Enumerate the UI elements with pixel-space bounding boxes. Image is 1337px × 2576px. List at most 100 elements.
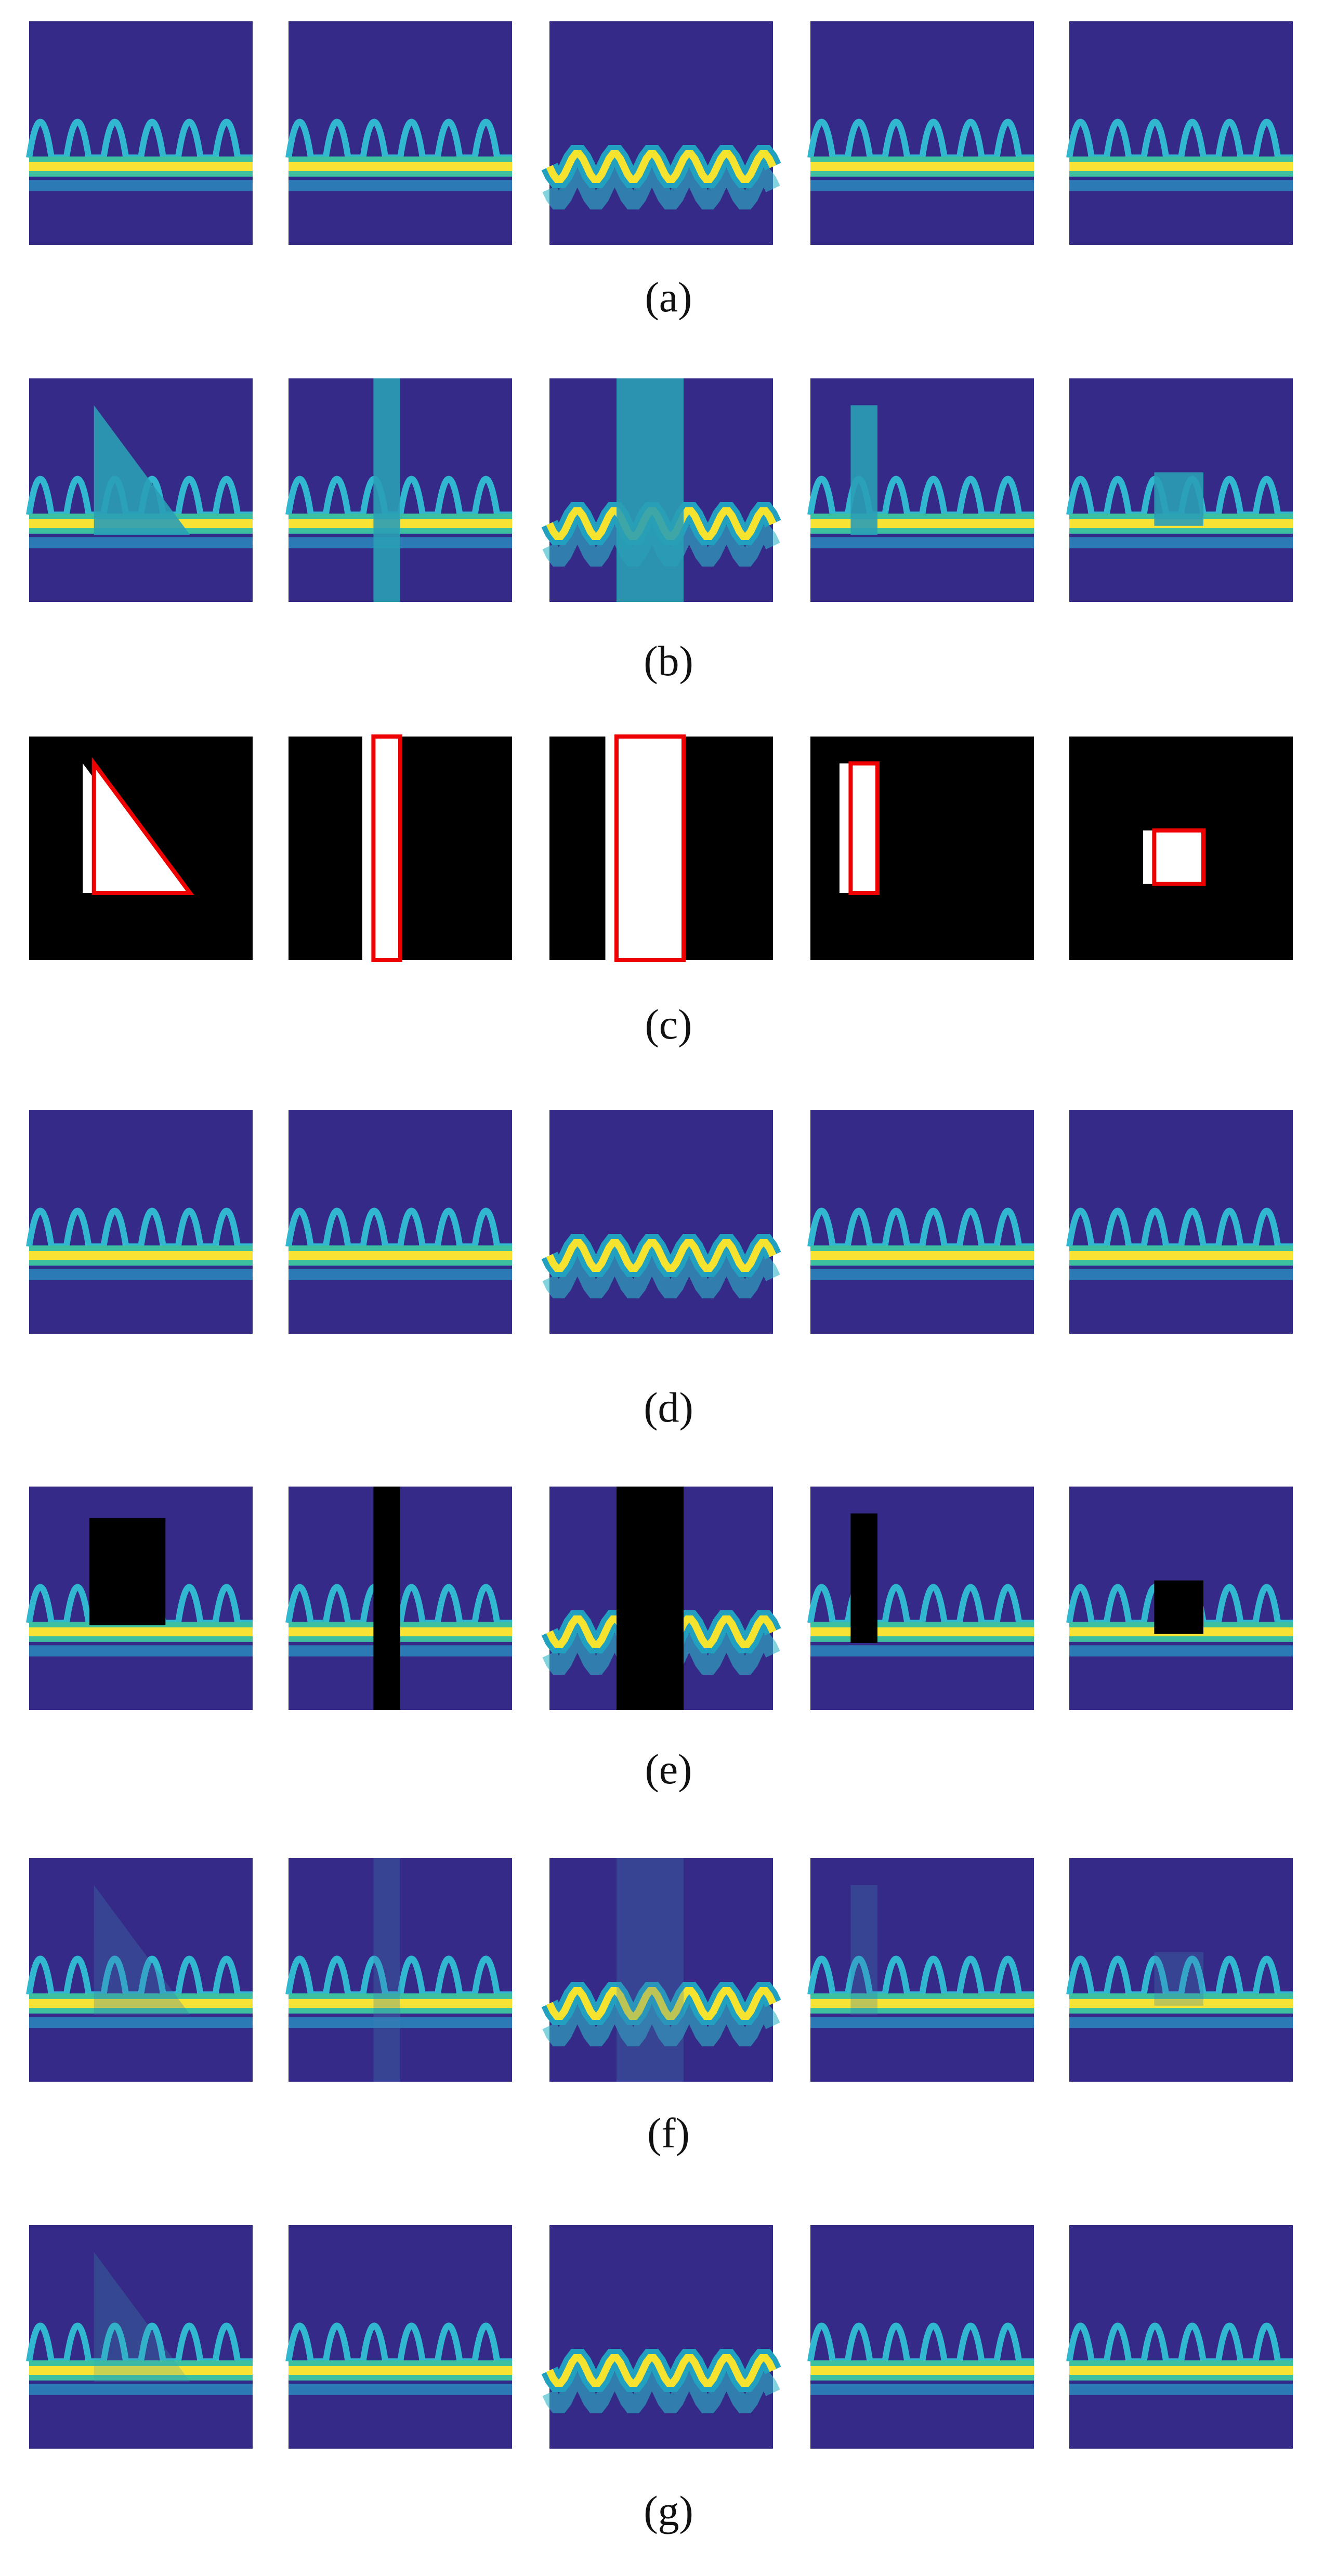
panel — [26, 21, 253, 245]
panel — [26, 1858, 253, 2082]
lower-band — [810, 1645, 1034, 1657]
panel — [285, 21, 512, 245]
band-core — [810, 1999, 1034, 2008]
residual — [94, 2252, 190, 2382]
detection-outline — [371, 734, 402, 962]
spectrogram-bg — [810, 1858, 1034, 2082]
harmonic — [542, 2372, 780, 2414]
spectrogram-bg — [289, 1110, 512, 1334]
panel — [1066, 1487, 1293, 1710]
band-core — [810, 519, 1034, 529]
residual — [94, 1885, 190, 2015]
panel — [1066, 1858, 1293, 2082]
panel — [1069, 737, 1293, 960]
panel — [810, 737, 1034, 960]
interference — [1154, 472, 1203, 526]
fundamental-core — [546, 150, 777, 183]
interference — [94, 405, 190, 535]
panel — [807, 21, 1034, 245]
band-core — [810, 162, 1034, 172]
panel — [1066, 378, 1293, 602]
band-core — [289, 1999, 512, 2008]
spectrogram-bg — [810, 21, 1034, 245]
subfigure-label: (a) — [645, 273, 692, 321]
fundamental-core — [546, 1987, 777, 2020]
panel — [549, 734, 773, 962]
lower-band — [29, 1269, 253, 1280]
lower-band — [29, 537, 253, 548]
spectrogram-bg — [549, 2225, 773, 2449]
lower-band — [289, 180, 512, 191]
band-core — [810, 1251, 1034, 1260]
panel — [26, 1487, 253, 1710]
spectrogram-bg — [810, 1110, 1034, 1334]
lower-band — [810, 2384, 1034, 2395]
spectrogram-bg — [29, 2225, 253, 2449]
band-core — [289, 1251, 512, 1260]
band-core — [29, 162, 253, 172]
lower-band — [1069, 180, 1293, 191]
lower-band — [1069, 2384, 1293, 2395]
panel — [285, 2225, 512, 2449]
spectrogram-bg — [289, 21, 512, 245]
interference — [850, 405, 877, 535]
residual — [373, 1858, 400, 2082]
detection-outline — [614, 734, 686, 962]
removed-region — [617, 1487, 684, 1710]
interference — [617, 378, 684, 602]
band-core — [810, 1627, 1034, 1637]
lower-band — [29, 2017, 253, 2028]
panel — [29, 737, 253, 960]
panel — [285, 1110, 512, 1334]
panel — [541, 1858, 781, 2082]
panel — [285, 1858, 512, 2082]
removed-region — [850, 1513, 877, 1643]
spectrogram-bg — [549, 1858, 773, 2082]
fundamental-core — [546, 1239, 777, 1272]
harmonic — [542, 2005, 780, 2047]
spectrogram-bg — [810, 1487, 1034, 1710]
panel — [541, 378, 781, 602]
lower-band — [29, 180, 253, 191]
lower-band — [289, 1269, 512, 1280]
residual — [617, 1858, 684, 2082]
panel — [807, 378, 1034, 602]
residual — [850, 1885, 877, 2015]
spectrogram-bg — [289, 1858, 512, 2082]
panel — [1066, 2225, 1293, 2449]
panel — [541, 1487, 781, 1710]
panel — [807, 1487, 1034, 1710]
band-core — [810, 2365, 1034, 2375]
panel — [1066, 21, 1293, 245]
fundamental-core — [546, 2354, 777, 2387]
subfigure-label: (d) — [644, 1384, 693, 1431]
subfigure-label: (e) — [645, 1745, 692, 1793]
spectrogram-bg — [29, 1858, 253, 2082]
residual — [1154, 1952, 1203, 2006]
removed-region — [1154, 1580, 1203, 1634]
spectrogram-bg — [1069, 1110, 1293, 1334]
spectrogram-bg — [810, 2225, 1034, 2449]
spectrogram-bg — [29, 21, 253, 245]
panel — [285, 378, 512, 602]
lower-band — [289, 2017, 512, 2028]
removed-region — [89, 1518, 166, 1625]
spectrogram-bg — [549, 1110, 773, 1334]
band-core — [289, 162, 512, 172]
panel — [26, 2225, 253, 2449]
lower-band — [289, 2384, 512, 2395]
band-core — [1069, 162, 1293, 172]
subfigure-label: (f) — [647, 2109, 690, 2157]
band-core — [29, 2365, 253, 2375]
lower-band — [1069, 1269, 1293, 1280]
spectrogram-bg — [1069, 1858, 1293, 2082]
panel — [26, 1110, 253, 1334]
detection-outline — [91, 757, 194, 895]
harmonic — [542, 1257, 780, 1299]
panel — [541, 21, 781, 245]
panel — [807, 2225, 1034, 2449]
panel — [807, 1858, 1034, 2082]
spectrogram-bg — [289, 2225, 512, 2449]
detection-outline — [848, 761, 880, 895]
band-core — [29, 1627, 253, 1637]
